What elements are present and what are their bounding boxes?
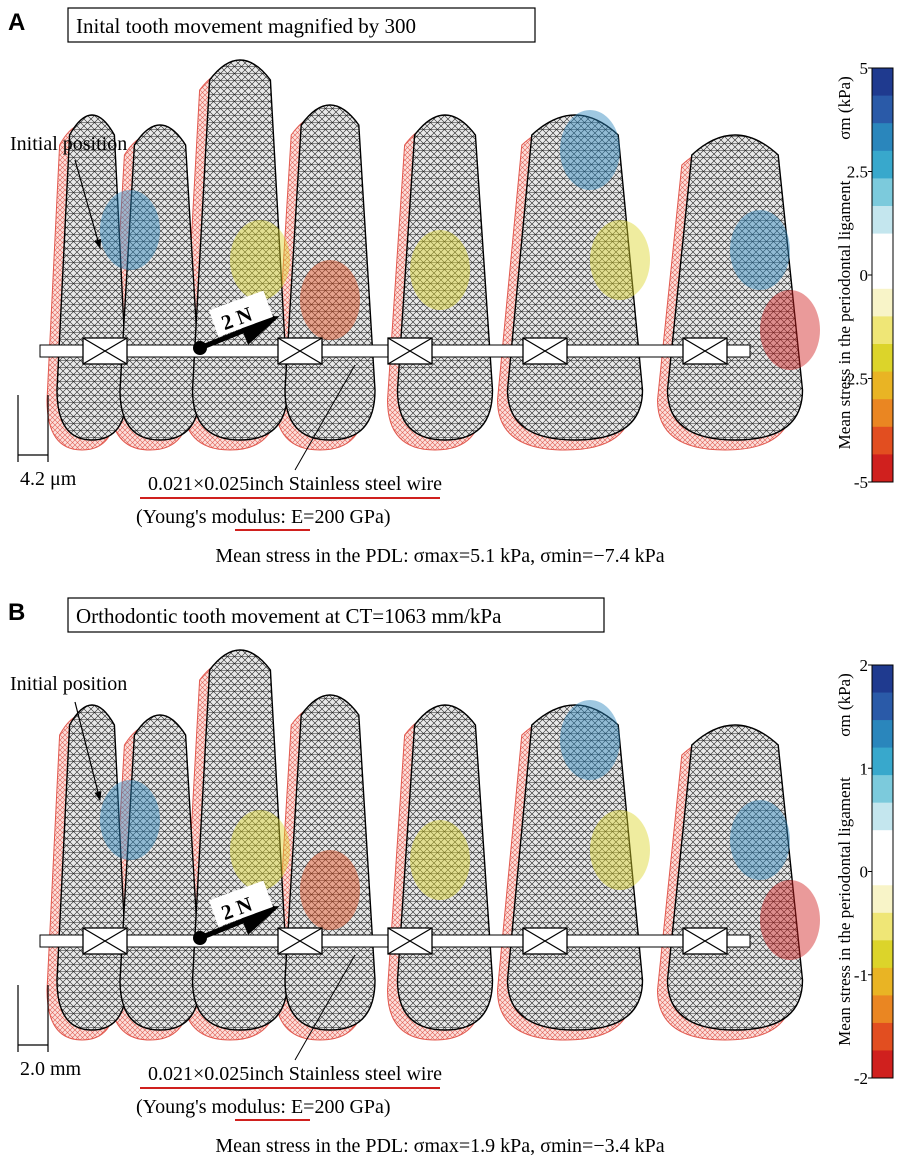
stress-patch [300,260,360,340]
colorbar-segment [872,720,893,748]
scale-bar [18,985,48,1052]
colorbar-segment [872,68,893,96]
colorbar-segment [872,427,893,455]
modulus-label: (Young's modulus: E=200 GPa) [136,1096,391,1118]
colorbar-segment [872,316,893,344]
initial-label: Initial position [10,133,127,155]
colorbar-segment [872,995,893,1023]
colorbar-segment [872,289,893,317]
colorbar-segment [872,1023,893,1051]
stress-summary: Mean stress in the PDL: σmax=5.1 kPa, σm… [215,545,664,567]
colorbar-segment [872,261,893,289]
stress-patch [230,220,290,300]
colorbar-segment [872,858,893,886]
colorbar-segment [872,454,893,482]
colorbar-label: Mean stress in the periodontal ligament [835,180,854,449]
panel: B Orthodontic tooth movement at CT=1063 m… [8,598,893,1157]
scale-label: 4.2 μm [20,468,77,490]
wire-label: 0.021×0.025inch Stainless steel wire [148,473,442,495]
colorbar-tick-label: 0 [860,266,869,285]
colorbar-tick-label: 1 [860,759,869,778]
colorbar-segment [872,885,893,913]
panel-letter: B [8,599,25,626]
panel-letter: A [8,9,25,36]
colorbar-segment [872,803,893,831]
colorbar-tick-label: 2.5 [847,163,868,182]
colorbar-tick-label: 5 [860,59,869,78]
colorbar-tick-label: -1 [854,966,868,985]
colorbar-segment [872,748,893,776]
wire-label: 0.021×0.025inch Stainless steel wire [148,1063,442,1085]
colorbar-tick-label: 2 [860,656,869,675]
stress-patch [560,110,620,190]
tooth-model [47,650,820,1040]
colorbar-segment [872,665,893,693]
panel-title: Orthodontic tooth movement at CT=1063 mm… [76,604,502,628]
colorbar-segment [872,151,893,179]
colorbar-segment [872,940,893,968]
stress-patch [230,810,290,890]
colorbar-segment [872,913,893,941]
figure: A Inital tooth movement magnified by 300 2… [0,0,923,1174]
stress-patch [730,210,790,290]
colorbar-segment [872,372,893,400]
stress-patch [730,800,790,880]
colorbar-segment [872,178,893,206]
stress-patch [590,220,650,300]
colorbar-tick-label: -5 [854,473,868,492]
stress-patch [410,820,470,900]
colorbar-segment [872,399,893,427]
colorbar-segment [872,775,893,803]
panel-title: Inital tooth movement magnified by 300 [76,14,416,38]
tooth [57,705,127,1030]
colorbar-segment [872,968,893,996]
scale-bar [18,395,48,462]
colorbar-segment [872,693,893,721]
colorbar-segment [872,123,893,151]
panel: A Inital tooth movement magnified by 300 2… [8,8,893,567]
colorbar-segment [872,96,893,124]
stress-patch [760,290,820,370]
colorbar-segment [872,234,893,262]
stress-patch [760,880,820,960]
stress-summary: Mean stress in the PDL: σmax=1.9 kPa, σm… [215,1135,664,1157]
tooth [57,115,127,440]
colorbar-unit: σm (kPa) [835,673,854,736]
stress-patch [100,780,160,860]
colorbar-tick-label: -2 [854,1069,868,1088]
colorbar-unit: σm (kPa) [835,76,854,139]
stress-patch [410,230,470,310]
colorbar-segment [872,830,893,858]
modulus-label: (Young's modulus: E=200 GPa) [136,506,391,528]
stress-patch [100,190,160,270]
tooth-model [47,60,820,450]
initial-label: Initial position [10,673,127,695]
colorbar-tick-label: 0 [860,863,869,882]
colorbar-segment [872,206,893,234]
colorbar-segment [872,344,893,372]
colorbar-segment [872,1050,893,1078]
colorbar-label: Mean stress in the periodontal ligament [835,777,854,1046]
scale-label: 2.0 mm [20,1058,82,1080]
stress-patch [300,850,360,930]
stress-patch [560,700,620,780]
stress-patch [590,810,650,890]
